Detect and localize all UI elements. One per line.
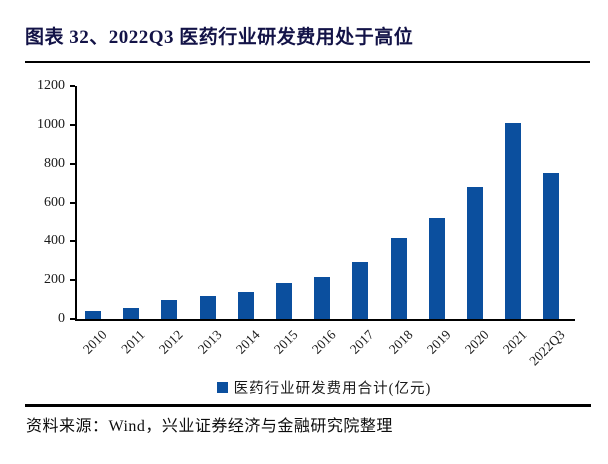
bar-2020	[467, 187, 483, 319]
x-tick-label-2020: 2020	[461, 327, 492, 357]
bar-2012	[161, 300, 178, 319]
y-axis-tick	[70, 162, 75, 165]
bar-2022Q3	[543, 172, 560, 319]
y-axis-tick	[70, 240, 75, 243]
x-tick-label-2011: 2011	[118, 327, 148, 357]
y-tick-label: 1200	[37, 78, 65, 93]
plot-area: 0 200 400 600 800 1000 1200 2010 2011 2012 2013 201…	[37, 79, 575, 368]
y-axis-tick	[70, 201, 75, 204]
y-tick-label: 200	[44, 272, 65, 288]
title-divider	[25, 61, 590, 63]
bar-2014	[237, 292, 254, 319]
y-axis-tick	[70, 123, 75, 126]
y-axis-tick	[70, 318, 75, 320]
x-tick-label-2010: 2010	[79, 327, 110, 357]
y-axis-tick	[70, 85, 75, 87]
y-axis-tick	[70, 279, 75, 282]
source-text: 资料来源：Wind，兴业证券经济与金融研究院整理	[26, 418, 393, 435]
y-tick-label: 800	[44, 155, 65, 171]
legend: 医药行业研发费用合计(亿元)	[75, 377, 573, 398]
bar-2011	[123, 307, 140, 319]
bar-2013	[199, 295, 216, 319]
x-tick-label-2012: 2012	[156, 327, 186, 357]
x-tick-label-2013: 2013	[194, 327, 225, 357]
bar-2015	[276, 283, 292, 319]
source-divider	[25, 404, 591, 407]
x-tick-label-2022Q3: 2022Q3	[526, 327, 568, 369]
y-tick-label: 400	[44, 233, 65, 249]
bar-2010	[85, 311, 101, 319]
x-tick-label-2016: 2016	[309, 327, 339, 357]
x-tick-label-2017: 2017	[347, 327, 377, 357]
legend-swatch-icon	[216, 382, 228, 393]
x-tick-label-2014: 2014	[232, 327, 263, 357]
bar-2018	[390, 238, 407, 319]
x-tick-label-2018: 2018	[385, 327, 416, 357]
figure-title: 图表 32、2022Q3 医药行业研发费用处于高位	[25, 27, 414, 48]
bar-2021	[505, 122, 522, 319]
bar-2016	[314, 277, 331, 319]
legend-label: 医药行业研发费用合计(亿元)	[233, 381, 432, 397]
x-tick-label-2015: 2015	[270, 327, 301, 357]
y-tick-label: 1000	[37, 116, 65, 132]
y-tick-label: 600	[44, 194, 65, 210]
bar-2017	[352, 261, 369, 319]
x-tick-label-2021: 2021	[500, 327, 530, 357]
bar-2019	[428, 218, 445, 319]
y-tick-label: 0	[58, 311, 65, 326]
x-tick-label-2019: 2019	[423, 327, 454, 357]
